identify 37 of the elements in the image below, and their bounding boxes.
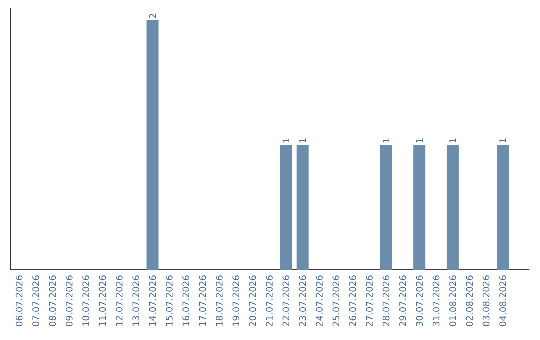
x-tick-label: 08.07.2026 xyxy=(49,276,56,326)
x-tick-label: 17.07.2026 xyxy=(199,276,206,326)
x-tick-label: 15.07.2026 xyxy=(166,276,173,326)
x-tick-label: 30.07.2026 xyxy=(416,276,424,326)
x-tick-label: 03.08.2026 xyxy=(482,276,490,326)
x-tick-label: 10.07.2026 xyxy=(82,276,90,326)
x-tick-label: 02.08.2026 xyxy=(466,276,474,326)
x-tick-label: 26.07.2026 xyxy=(349,276,356,326)
x-tick-label: 13.07.2026 xyxy=(132,276,140,326)
x-tick-label: 18.07.2026 xyxy=(216,276,223,326)
x-tick-label: 25.07.2026 xyxy=(332,276,340,326)
x-tick-label: 19.07.2026 xyxy=(232,276,240,326)
x-tick-label: 06.07.2026 xyxy=(16,276,23,326)
x-tick-label: 24.07.2026 xyxy=(316,276,323,326)
x-tick-label: 21.07.2026 xyxy=(266,276,273,326)
x-tick-label: 27.07.2026 xyxy=(366,276,373,326)
x-tick-label: 04.08.2026 xyxy=(500,276,506,326)
x-tick-label: 09.07.2026 xyxy=(66,276,73,326)
x-tick-label: 23.07.2026 xyxy=(299,276,306,326)
data-label: 1 xyxy=(282,138,290,143)
x-tick-label: 01.08.2026 xyxy=(450,276,456,326)
data-label: 1 xyxy=(382,138,390,143)
data-label: 1 xyxy=(450,138,456,143)
data-label: 2 xyxy=(149,14,156,18)
x-tick-label: 22.07.2026 xyxy=(282,276,290,326)
x-tick-label: 16.07.2026 xyxy=(182,276,190,326)
data-label: 1 xyxy=(500,138,506,143)
x-tick-label: 12.07.2026 xyxy=(116,276,123,326)
x-tick-label: 29.07.2026 xyxy=(399,276,406,326)
x-tick-label: 07.07.2026 xyxy=(32,276,40,326)
data-label: 1 xyxy=(416,138,423,143)
x-tick-label: 14.07.2026 xyxy=(149,276,156,326)
x-tick-label: 20.07.2026 xyxy=(249,276,256,326)
x-tick-label: 28.07.2026 xyxy=(382,276,390,326)
data-label: 1 xyxy=(300,138,306,143)
x-tick-label: 31.07.2026 xyxy=(432,276,440,326)
x-tick-label: 11.07.2026 xyxy=(99,276,106,326)
